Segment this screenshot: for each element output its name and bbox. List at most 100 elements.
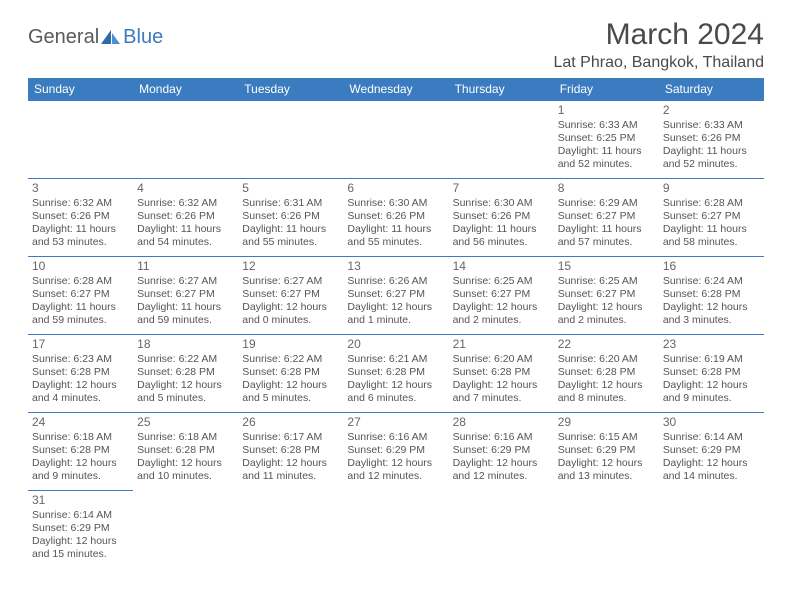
daylight-text: Daylight: 12 hours: [453, 457, 550, 470]
sunset-text: Sunset: 6:29 PM: [347, 444, 444, 457]
daylight-text: Daylight: 12 hours: [242, 301, 339, 314]
sunrise-text: Sunrise: 6:17 AM: [242, 431, 339, 444]
calendar-day: 29Sunrise: 6:15 AMSunset: 6:29 PMDayligh…: [554, 413, 659, 491]
sunrise-text: Sunrise: 6:21 AM: [347, 353, 444, 366]
daylight-text: Daylight: 11 hours: [663, 223, 760, 236]
sunset-text: Sunset: 6:28 PM: [347, 366, 444, 379]
daylight-text: Daylight: 12 hours: [137, 457, 234, 470]
page-title: March 2024: [553, 18, 764, 52]
sunrise-text: Sunrise: 6:16 AM: [453, 431, 550, 444]
calendar-day: 24Sunrise: 6:18 AMSunset: 6:28 PMDayligh…: [28, 413, 133, 491]
day-info: Sunrise: 6:24 AMSunset: 6:28 PMDaylight:…: [663, 275, 760, 328]
sunrise-text: Sunrise: 6:14 AM: [663, 431, 760, 444]
day-number: 3: [32, 181, 129, 196]
calendar-day: 5Sunrise: 6:31 AMSunset: 6:26 PMDaylight…: [238, 179, 343, 257]
day-info: Sunrise: 6:27 AMSunset: 6:27 PMDaylight:…: [242, 275, 339, 328]
day-number: 31: [32, 493, 129, 508]
daylight-text: and 57 minutes.: [558, 236, 655, 249]
sunrise-text: Sunrise: 6:25 AM: [453, 275, 550, 288]
daylight-text: and 54 minutes.: [137, 236, 234, 249]
daylight-text: Daylight: 11 hours: [347, 223, 444, 236]
day-info: Sunrise: 6:28 AMSunset: 6:27 PMDaylight:…: [663, 197, 760, 250]
day-header: Friday: [554, 78, 659, 101]
daylight-text: and 3 minutes.: [663, 314, 760, 327]
sunset-text: Sunset: 6:28 PM: [663, 288, 760, 301]
sunrise-text: Sunrise: 6:16 AM: [347, 431, 444, 444]
day-info: Sunrise: 6:30 AMSunset: 6:26 PMDaylight:…: [453, 197, 550, 250]
logo-text-blue: Blue: [123, 26, 163, 49]
calendar-week: 31Sunrise: 6:14 AMSunset: 6:29 PMDayligh…: [28, 491, 764, 569]
calendar-week: 3Sunrise: 6:32 AMSunset: 6:26 PMDaylight…: [28, 179, 764, 257]
calendar-day-empty: [554, 491, 659, 569]
day-number: 26: [242, 415, 339, 430]
day-info: Sunrise: 6:25 AMSunset: 6:27 PMDaylight:…: [558, 275, 655, 328]
daylight-text: Daylight: 12 hours: [663, 379, 760, 392]
sunset-text: Sunset: 6:28 PM: [453, 366, 550, 379]
calendar-day: 1Sunrise: 6:33 AMSunset: 6:25 PMDaylight…: [554, 101, 659, 179]
calendar-body: 1Sunrise: 6:33 AMSunset: 6:25 PMDaylight…: [28, 101, 764, 569]
day-number: 28: [453, 415, 550, 430]
day-info: Sunrise: 6:22 AMSunset: 6:28 PMDaylight:…: [242, 353, 339, 406]
daylight-text: Daylight: 12 hours: [453, 379, 550, 392]
sunset-text: Sunset: 6:29 PM: [663, 444, 760, 457]
daylight-text: Daylight: 12 hours: [137, 379, 234, 392]
sunset-text: Sunset: 6:28 PM: [137, 444, 234, 457]
day-header: Tuesday: [238, 78, 343, 101]
day-info: Sunrise: 6:23 AMSunset: 6:28 PMDaylight:…: [32, 353, 129, 406]
daylight-text: Daylight: 12 hours: [558, 301, 655, 314]
day-info: Sunrise: 6:21 AMSunset: 6:28 PMDaylight:…: [347, 353, 444, 406]
daylight-text: Daylight: 12 hours: [32, 379, 129, 392]
calendar-day: 7Sunrise: 6:30 AMSunset: 6:26 PMDaylight…: [449, 179, 554, 257]
day-info: Sunrise: 6:33 AMSunset: 6:25 PMDaylight:…: [558, 119, 655, 172]
sunrise-text: Sunrise: 6:29 AM: [558, 197, 655, 210]
day-info: Sunrise: 6:18 AMSunset: 6:28 PMDaylight:…: [137, 431, 234, 484]
daylight-text: and 8 minutes.: [558, 392, 655, 405]
daylight-text: Daylight: 12 hours: [347, 301, 444, 314]
day-number: 18: [137, 337, 234, 352]
day-header: Wednesday: [343, 78, 448, 101]
day-info: Sunrise: 6:27 AMSunset: 6:27 PMDaylight:…: [137, 275, 234, 328]
sunset-text: Sunset: 6:27 PM: [347, 288, 444, 301]
sunset-text: Sunset: 6:28 PM: [242, 444, 339, 457]
calendar-day-empty: [238, 101, 343, 179]
daylight-text: and 10 minutes.: [137, 470, 234, 483]
day-info: Sunrise: 6:31 AMSunset: 6:26 PMDaylight:…: [242, 197, 339, 250]
daylight-text: and 58 minutes.: [663, 236, 760, 249]
daylight-text: Daylight: 11 hours: [137, 301, 234, 314]
daylight-text: and 7 minutes.: [453, 392, 550, 405]
calendar-day: 11Sunrise: 6:27 AMSunset: 6:27 PMDayligh…: [133, 257, 238, 335]
daylight-text: and 9 minutes.: [663, 392, 760, 405]
calendar-day: 12Sunrise: 6:27 AMSunset: 6:27 PMDayligh…: [238, 257, 343, 335]
daylight-text: and 2 minutes.: [453, 314, 550, 327]
day-number: 7: [453, 181, 550, 196]
day-number: 1: [558, 103, 655, 118]
calendar-table: SundayMondayTuesdayWednesdayThursdayFrid…: [28, 78, 764, 569]
daylight-text: Daylight: 12 hours: [453, 301, 550, 314]
calendar-day: 14Sunrise: 6:25 AMSunset: 6:27 PMDayligh…: [449, 257, 554, 335]
day-info: Sunrise: 6:20 AMSunset: 6:28 PMDaylight:…: [558, 353, 655, 406]
sunset-text: Sunset: 6:27 PM: [663, 210, 760, 223]
sunset-text: Sunset: 6:27 PM: [32, 288, 129, 301]
day-info: Sunrise: 6:32 AMSunset: 6:26 PMDaylight:…: [137, 197, 234, 250]
calendar-day-empty: [28, 101, 133, 179]
daylight-text: Daylight: 11 hours: [32, 301, 129, 314]
day-number: 29: [558, 415, 655, 430]
calendar-week: 10Sunrise: 6:28 AMSunset: 6:27 PMDayligh…: [28, 257, 764, 335]
sunrise-text: Sunrise: 6:23 AM: [32, 353, 129, 366]
day-number: 27: [347, 415, 444, 430]
day-info: Sunrise: 6:32 AMSunset: 6:26 PMDaylight:…: [32, 197, 129, 250]
day-number: 24: [32, 415, 129, 430]
day-header: Thursday: [449, 78, 554, 101]
calendar-day: 26Sunrise: 6:17 AMSunset: 6:28 PMDayligh…: [238, 413, 343, 491]
calendar-day: 31Sunrise: 6:14 AMSunset: 6:29 PMDayligh…: [28, 491, 133, 569]
calendar-day-empty: [343, 491, 448, 569]
day-number: 10: [32, 259, 129, 274]
day-info: Sunrise: 6:33 AMSunset: 6:26 PMDaylight:…: [663, 119, 760, 172]
calendar-day: 9Sunrise: 6:28 AMSunset: 6:27 PMDaylight…: [659, 179, 764, 257]
sunset-text: Sunset: 6:27 PM: [558, 288, 655, 301]
daylight-text: and 6 minutes.: [347, 392, 444, 405]
daylight-text: and 59 minutes.: [32, 314, 129, 327]
sunrise-text: Sunrise: 6:15 AM: [558, 431, 655, 444]
sunrise-text: Sunrise: 6:27 AM: [242, 275, 339, 288]
daylight-text: Daylight: 12 hours: [32, 457, 129, 470]
